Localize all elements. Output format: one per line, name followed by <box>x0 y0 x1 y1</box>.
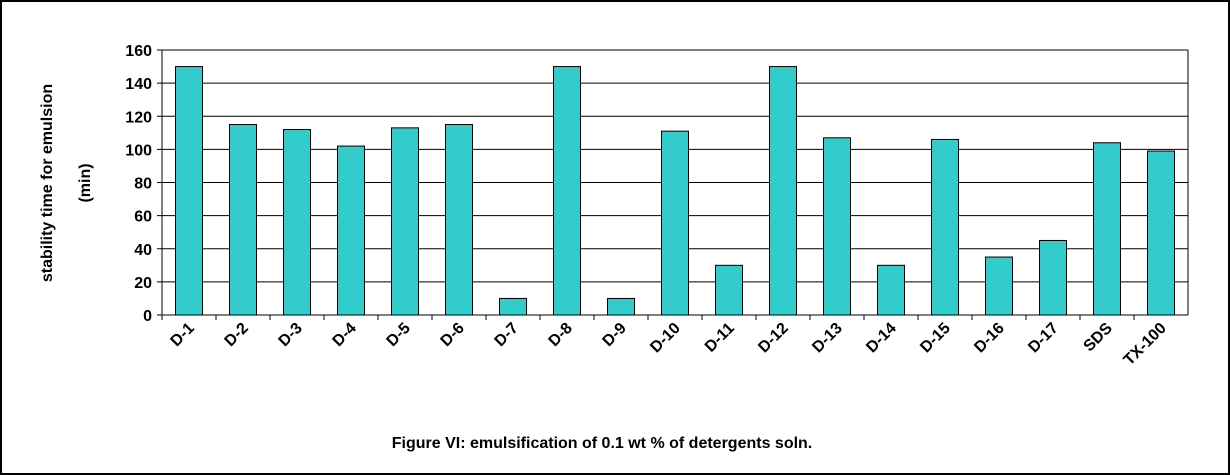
bar <box>499 297 527 316</box>
bar <box>823 137 851 316</box>
bar <box>985 256 1013 316</box>
y-tick-label: 80 <box>134 176 152 193</box>
y-tick-label: 60 <box>134 209 152 226</box>
bar <box>391 127 419 316</box>
bar <box>607 297 635 316</box>
y-tick-label: 0 <box>143 308 152 325</box>
bar <box>229 124 257 316</box>
y-tick-label: 100 <box>125 142 152 159</box>
bar <box>553 66 581 316</box>
y-tick-label: 140 <box>125 76 152 93</box>
bar <box>931 138 959 316</box>
y-tick-label: 20 <box>134 275 152 292</box>
bar <box>283 129 311 316</box>
bar <box>445 124 473 316</box>
bar <box>1147 150 1175 316</box>
bar <box>661 130 689 316</box>
bar <box>175 66 203 316</box>
y-axis-label: (min) <box>77 163 94 202</box>
bar <box>769 66 797 316</box>
y-tick-label: 40 <box>134 242 152 259</box>
bar <box>1093 142 1121 316</box>
bar <box>715 264 743 316</box>
bar <box>337 145 365 316</box>
bar <box>1039 239 1067 316</box>
y-tick-label: 160 <box>125 43 152 60</box>
y-tick-label: 120 <box>125 109 152 126</box>
bar <box>877 264 905 316</box>
chart-title: Figure VI: emulsification of 0.1 wt % of… <box>392 435 813 452</box>
y-axis-label: stability time for emulsion <box>39 84 56 282</box>
